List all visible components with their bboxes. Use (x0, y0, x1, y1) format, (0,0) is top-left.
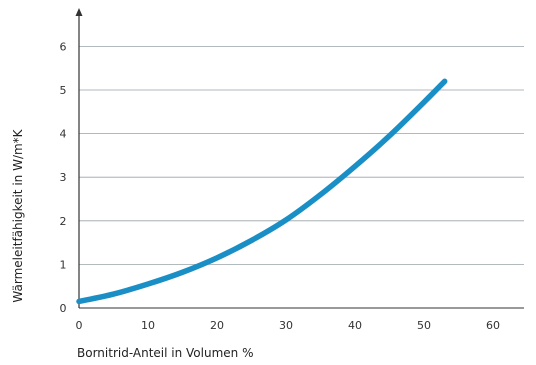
y-tick-label: 4 (60, 128, 67, 141)
gridlines (79, 46, 524, 309)
x-tick-labels: 0 10 20 30 40 50 60 (76, 319, 501, 332)
y-tick-label: 2 (60, 215, 67, 228)
x-tick-label: 60 (486, 319, 500, 332)
y-axis-arrow-icon (75, 8, 83, 16)
x-tick-label: 10 (141, 319, 155, 332)
axes (75, 8, 524, 309)
x-tick-label: 40 (348, 319, 362, 332)
x-tick-label: 50 (417, 319, 431, 332)
y-tick-label: 5 (60, 84, 67, 97)
y-axis-title: Wärmeleitfähigkeit in W/m*K (11, 128, 25, 302)
y-tick-label: 1 (60, 258, 67, 271)
y-tick-label: 0 (60, 302, 67, 315)
y-tick-labels: 0 1 2 3 4 5 6 (60, 40, 67, 315)
x-tick-label: 20 (210, 319, 224, 332)
y-tick-label: 3 (60, 171, 67, 184)
series-group (76, 78, 448, 305)
series-line (76, 78, 448, 305)
y-tick-label: 6 (60, 40, 67, 53)
x-axis-title: Bornitrid-Anteil in Volumen % (77, 346, 253, 360)
x-tick-label: 30 (279, 319, 293, 332)
x-tick-label: 0 (76, 319, 83, 332)
